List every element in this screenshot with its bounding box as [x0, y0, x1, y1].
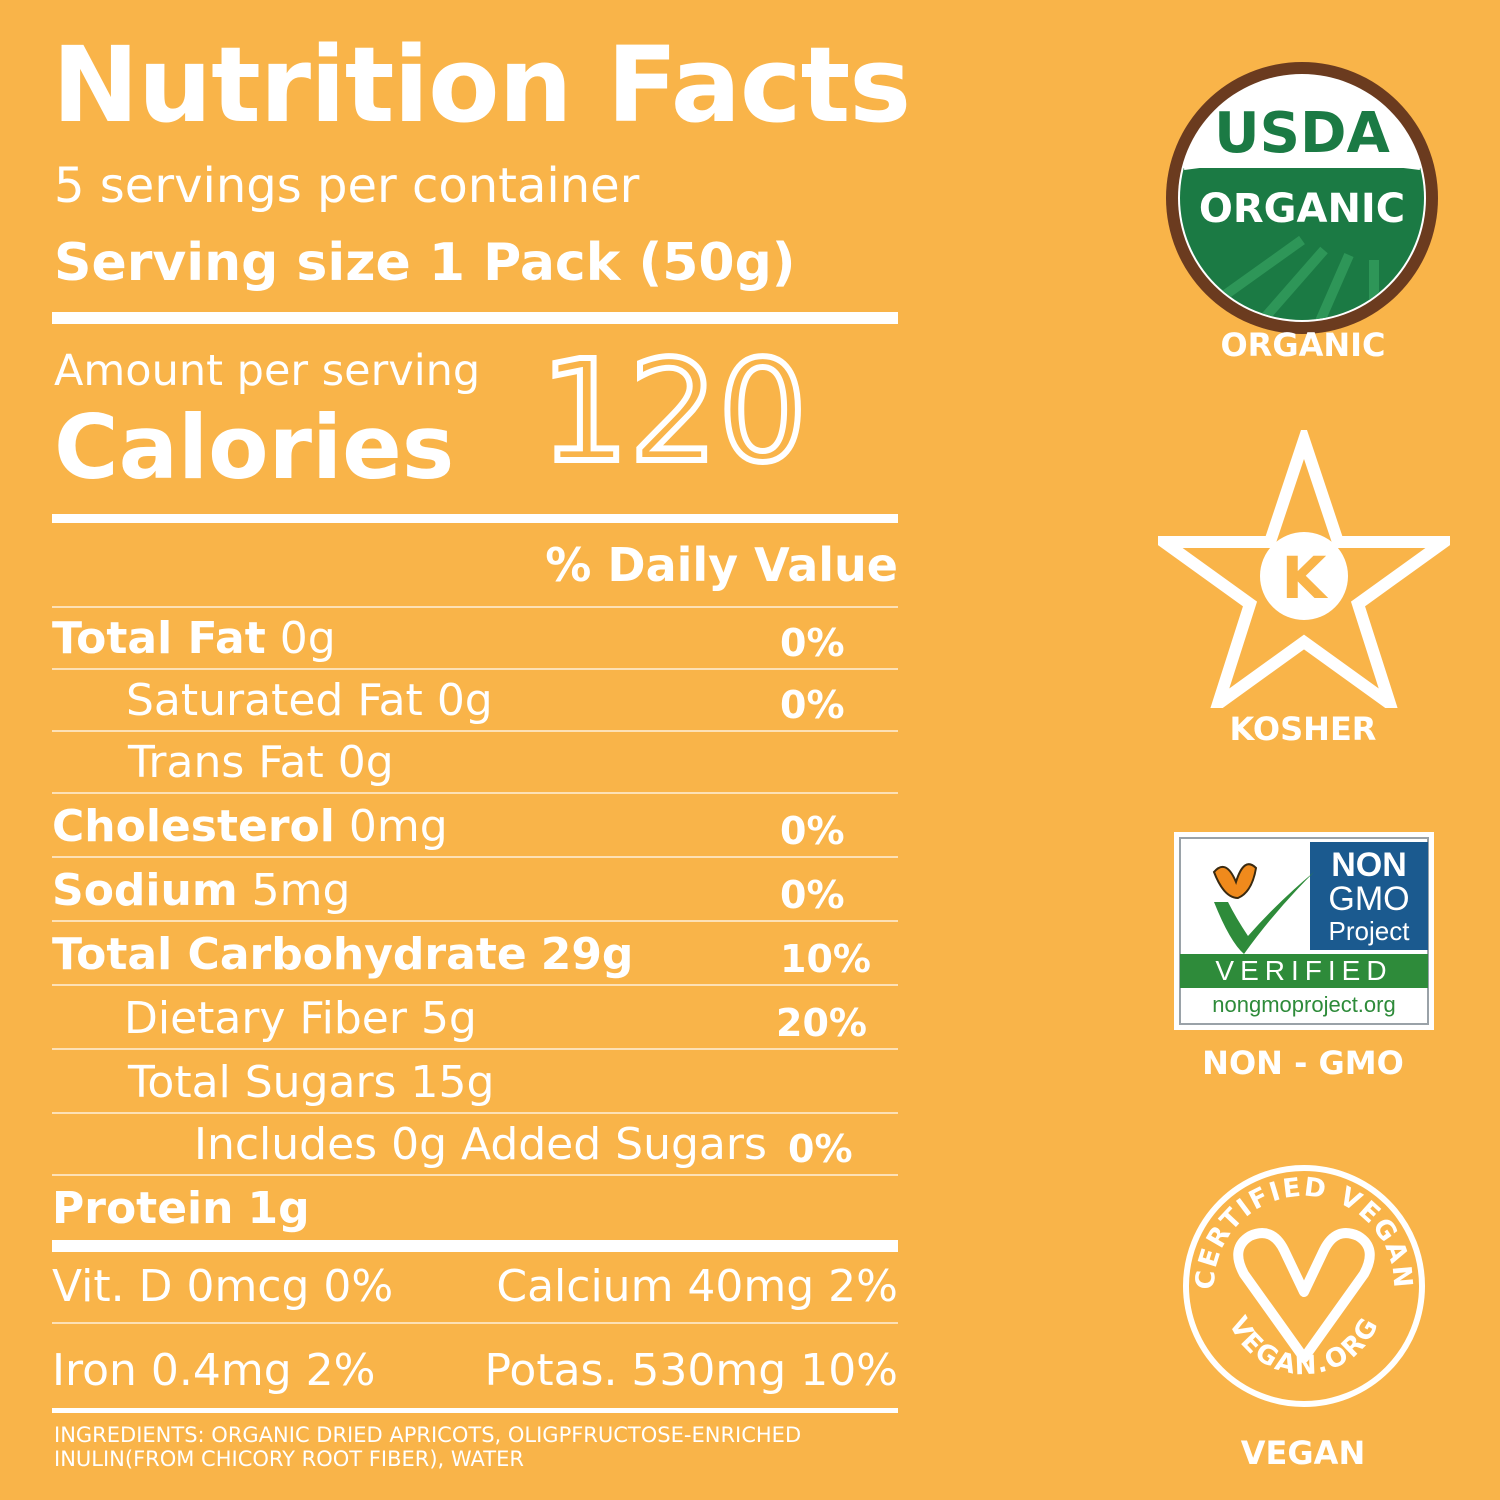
- gmo-text: GMO: [1328, 880, 1409, 918]
- nutrient-dv: 0%: [780, 683, 845, 727]
- nutrient-name: Total Sugars: [128, 1057, 397, 1108]
- nutrient-amount: 0g: [279, 613, 336, 664]
- nutrient-dv: 0%: [780, 809, 845, 853]
- nutrient-amount: 0g: [337, 737, 394, 788]
- nutrient-row-trans-fat: Trans Fat 0g: [52, 732, 898, 794]
- thick-divider: [52, 312, 898, 324]
- nutrient-amount: 0mg: [348, 801, 448, 852]
- amount-per-serving: Amount per serving: [54, 346, 481, 396]
- nutrient-row-sodium: Sodium 5mg 0%: [52, 860, 898, 922]
- usda-organic-seal: USDA ORGANIC: [1166, 62, 1438, 334]
- iron: Iron 0.4mg 2%: [52, 1345, 376, 1396]
- nutrient-amount: 29g: [540, 929, 634, 980]
- nutrient-dv: 0%: [780, 621, 845, 665]
- organic-label: ORGANIC: [1220, 326, 1386, 364]
- serving-size: Serving size 1 Pack (50g): [54, 233, 796, 293]
- ingredients-text: INGREDIENTS: ORGANIC DRIED APRICOTS, OLI…: [54, 1423, 802, 1471]
- usda-text: USDA: [1214, 101, 1390, 166]
- vitamin-divider: [52, 1322, 898, 1324]
- certified-vegan-arc-text: CERTIFIED VEGAN: [1191, 1172, 1416, 1290]
- nutrient-name: Saturated Fat: [126, 675, 423, 726]
- nutrient-dv: 0%: [788, 1127, 853, 1171]
- calories-label: Calories: [54, 396, 455, 499]
- ngm-url-text: nongmoproject.org: [1212, 992, 1395, 1017]
- vegan-org-arc-text: VEGAN.ORG: [1222, 1312, 1383, 1382]
- nutrient-row-cholesterol: Cholesterol 0mg 0%: [52, 796, 898, 858]
- nutrient-name: Protein: [52, 1183, 234, 1234]
- kosher-label: KOSHER: [1229, 710, 1377, 748]
- non-gmo-project-logo: NON GMO Project VERIFIED nongmoproject.o…: [1174, 832, 1434, 1030]
- svg-text:VEGAN.ORG: VEGAN.ORG: [1222, 1312, 1385, 1382]
- potassium: Potas. 530mg 10%: [484, 1345, 898, 1396]
- nutrient-amount: 5g: [420, 993, 477, 1044]
- vitamin-d: Vit. D 0mcg 0%: [52, 1261, 394, 1312]
- nutrient-amount: 5mg: [251, 865, 351, 916]
- calories-value: 120: [540, 338, 810, 478]
- nutrient-name: Total Fat: [52, 613, 266, 664]
- nutrient-dv: 10%: [780, 937, 871, 981]
- nutrient-name: Sodium: [52, 865, 238, 916]
- nutrient-dv: 0%: [780, 873, 845, 917]
- nutrition-title: Nutrition Facts: [52, 24, 911, 146]
- nutrient-name: Includes 0g Added Sugars: [194, 1119, 767, 1170]
- verified-text: VERIFIED: [1215, 955, 1392, 986]
- nutrient-name: Trans Fat: [128, 737, 324, 788]
- nutrient-amount: 15g: [410, 1057, 495, 1108]
- nutrient-row-total-sugars: Total Sugars 15g: [52, 1052, 898, 1114]
- organic-seal-text: ORGANIC: [1199, 186, 1405, 232]
- calcium: Calcium 40mg 2%: [496, 1261, 898, 1312]
- nutrient-name: Cholesterol: [52, 801, 335, 852]
- nutrient-dv: 20%: [776, 1001, 867, 1045]
- medium-divider: [52, 514, 898, 523]
- non-text: NON: [1331, 846, 1407, 884]
- nutrient-name: Total Carbohydrate: [52, 929, 527, 980]
- nutrient-row-protein: Protein 1g: [52, 1178, 898, 1240]
- nutrient-name: Dietary Fiber: [124, 993, 407, 1044]
- vegan-label: VEGAN: [1240, 1434, 1366, 1472]
- thin-divider: [52, 606, 898, 608]
- calories-value-text: 120: [540, 338, 807, 478]
- nutrition-facts-panel: Nutrition Facts 5 servings per container…: [52, 0, 911, 1500]
- thick-divider-bottom: [52, 1240, 898, 1252]
- servings-per-container: 5 servings per container: [54, 158, 640, 214]
- project-text: Project: [1329, 916, 1411, 946]
- ingredients-divider: [52, 1408, 898, 1413]
- nutrient-row-total-fat: Total Fat 0g 0%: [52, 608, 898, 670]
- svg-text:CERTIFIED VEGAN: CERTIFIED VEGAN: [1191, 1172, 1418, 1290]
- nutrient-row-dietary-fiber: Dietary Fiber 5g 20%: [52, 988, 898, 1050]
- kosher-k-letter: K: [1282, 544, 1329, 612]
- vegan-heart-icon: [1233, 1228, 1375, 1363]
- nutrient-row-added-sugars: Includes 0g Added Sugars 0%: [52, 1114, 898, 1176]
- nutrient-amount: 0g: [436, 675, 493, 726]
- nutrient-amount: 1g: [247, 1183, 310, 1234]
- non-gmo-label: NON - GMO: [1202, 1044, 1404, 1082]
- kosher-star-icon: K: [1158, 430, 1450, 708]
- nutrient-row-total-carbohydrate: Total Carbohydrate 29g 10%: [52, 924, 898, 986]
- nutrient-row-saturated-fat: Saturated Fat 0g 0%: [52, 670, 898, 732]
- daily-value-header: % Daily Value: [545, 538, 898, 592]
- certified-vegan-seal: CERTIFIED VEGAN VEGAN.ORG: [1183, 1165, 1425, 1407]
